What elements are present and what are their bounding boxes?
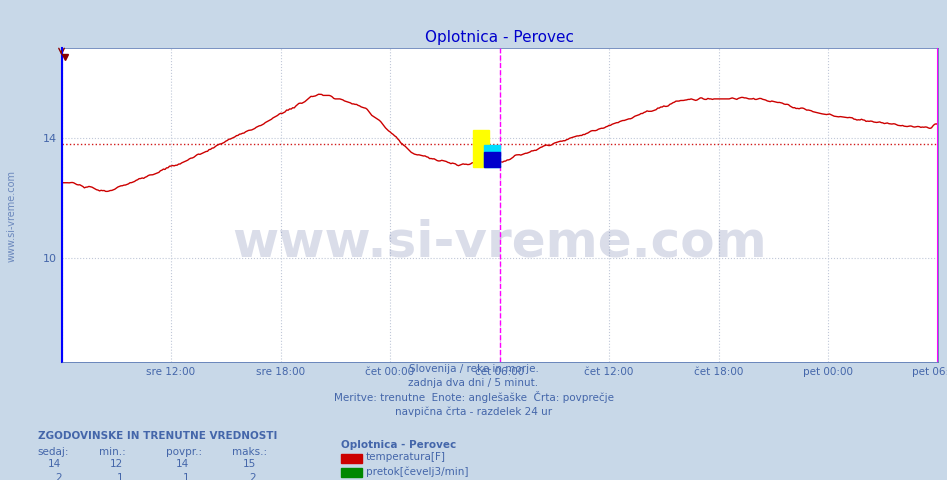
Text: zadnja dva dni / 5 minut.: zadnja dva dni / 5 minut. — [408, 378, 539, 388]
Text: maks.:: maks.: — [232, 446, 267, 456]
Text: 14: 14 — [176, 458, 189, 468]
Text: Slovenija / reke in morje.: Slovenija / reke in morje. — [408, 364, 539, 374]
Text: 1: 1 — [183, 473, 189, 480]
Text: sedaj:: sedaj: — [38, 446, 69, 456]
Text: 2: 2 — [55, 473, 62, 480]
Text: pretok[čevelj3/min]: pretok[čevelj3/min] — [366, 466, 468, 477]
Text: 1: 1 — [116, 473, 123, 480]
Text: 2: 2 — [249, 473, 256, 480]
Text: 14: 14 — [48, 458, 62, 468]
Text: 12: 12 — [110, 458, 123, 468]
Bar — [474, 130, 489, 168]
Text: 15: 15 — [242, 458, 256, 468]
Text: min.:: min.: — [99, 446, 126, 456]
Text: ZGODOVINSKE IN TRENUTNE VREDNOSTI: ZGODOVINSKE IN TRENUTNE VREDNOSTI — [38, 431, 277, 441]
Title: Oplotnica - Perovec: Oplotnica - Perovec — [425, 30, 574, 46]
Text: navpična črta - razdelek 24 ur: navpična črta - razdelek 24 ur — [395, 407, 552, 417]
Bar — [484, 145, 500, 168]
Bar — [484, 152, 500, 168]
Text: temperatura[F]: temperatura[F] — [366, 452, 445, 462]
Text: Meritve: trenutne  Enote: anglešaške  Črta: povprečje: Meritve: trenutne Enote: anglešaške Črta… — [333, 391, 614, 403]
Text: www.si-vreme.com: www.si-vreme.com — [232, 219, 767, 267]
Text: povpr.:: povpr.: — [166, 446, 202, 456]
Text: Oplotnica - Perovec: Oplotnica - Perovec — [341, 440, 456, 450]
Text: www.si-vreme.com: www.si-vreme.com — [7, 170, 16, 262]
